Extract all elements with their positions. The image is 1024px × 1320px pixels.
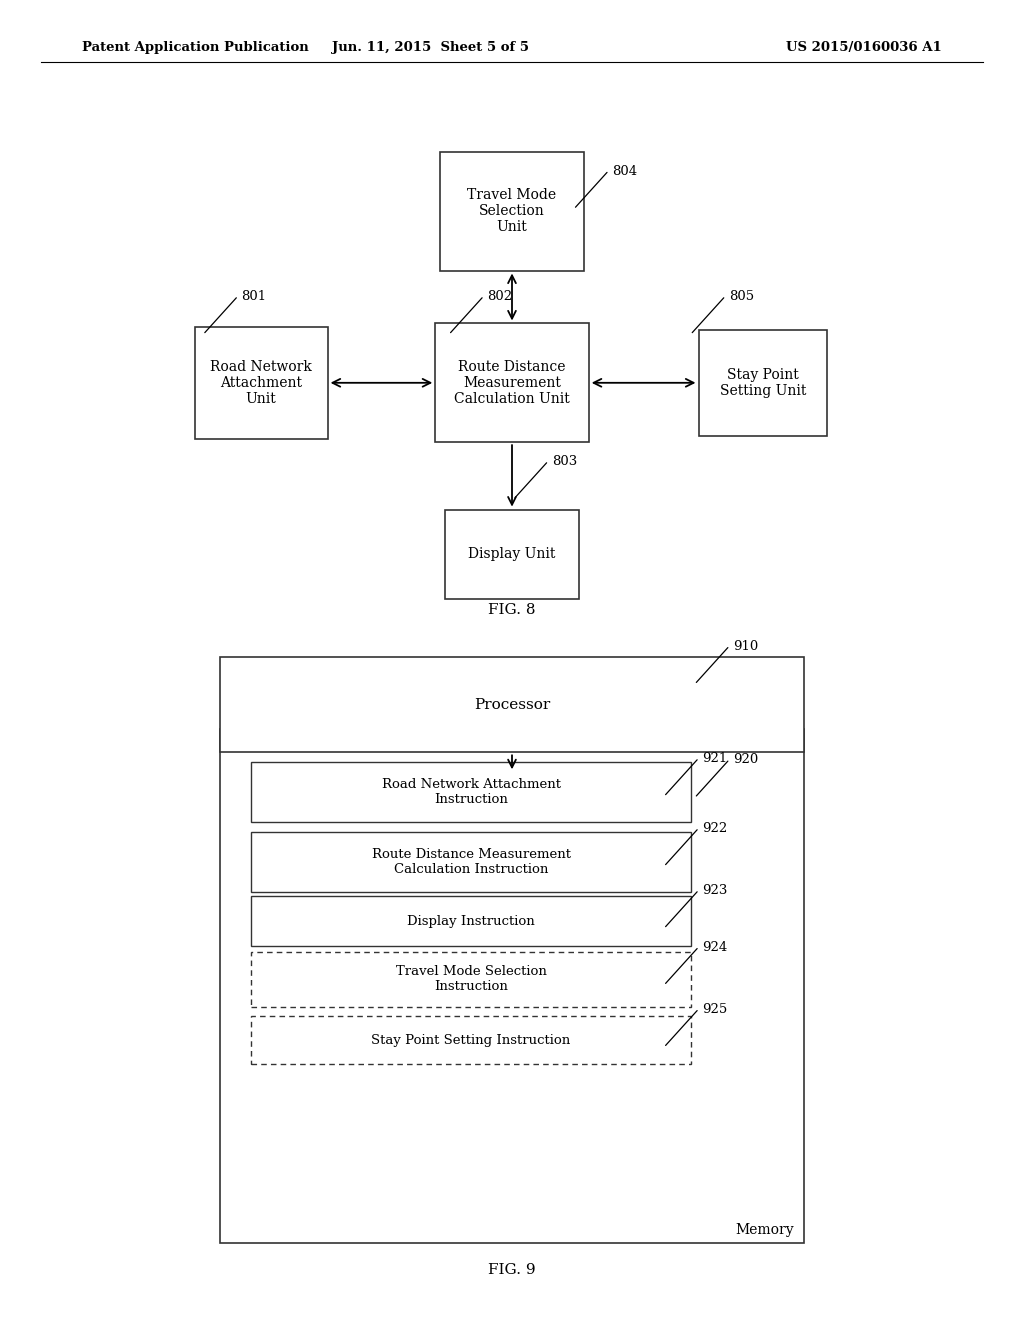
Text: Patent Application Publication: Patent Application Publication <box>82 41 308 54</box>
FancyBboxPatch shape <box>440 152 584 271</box>
Text: 922: 922 <box>702 822 727 836</box>
Text: FIG. 8: FIG. 8 <box>488 603 536 616</box>
FancyBboxPatch shape <box>251 762 691 822</box>
Text: 925: 925 <box>702 1003 727 1016</box>
Text: FIG. 9: FIG. 9 <box>488 1263 536 1276</box>
Text: Route Distance
Measurement
Calculation Unit: Route Distance Measurement Calculation U… <box>454 359 570 407</box>
Text: Stay Point
Setting Unit: Stay Point Setting Unit <box>720 368 806 397</box>
FancyBboxPatch shape <box>251 952 691 1007</box>
FancyBboxPatch shape <box>195 327 328 438</box>
Text: Processor: Processor <box>474 698 550 711</box>
FancyBboxPatch shape <box>445 510 579 599</box>
Text: Travel Mode Selection
Instruction: Travel Mode Selection Instruction <box>395 965 547 994</box>
FancyBboxPatch shape <box>251 832 691 892</box>
Text: Stay Point Setting Instruction: Stay Point Setting Instruction <box>372 1034 570 1047</box>
Text: Road Network Attachment
Instruction: Road Network Attachment Instruction <box>382 777 560 807</box>
Text: 805: 805 <box>729 290 754 304</box>
FancyBboxPatch shape <box>251 1016 691 1064</box>
Text: Display Unit: Display Unit <box>468 548 556 561</box>
Text: 910: 910 <box>733 640 758 653</box>
Text: Jun. 11, 2015  Sheet 5 of 5: Jun. 11, 2015 Sheet 5 of 5 <box>332 41 528 54</box>
Text: Route Distance Measurement
Calculation Instruction: Route Distance Measurement Calculation I… <box>372 847 570 876</box>
Text: 804: 804 <box>612 165 637 178</box>
Text: Display Instruction: Display Instruction <box>408 915 535 928</box>
Text: 921: 921 <box>702 752 727 766</box>
Text: US 2015/0160036 A1: US 2015/0160036 A1 <box>786 41 942 54</box>
Text: Memory: Memory <box>735 1222 794 1237</box>
FancyBboxPatch shape <box>220 729 804 1243</box>
Text: 802: 802 <box>487 290 512 304</box>
Text: Travel Mode
Selection
Unit: Travel Mode Selection Unit <box>467 187 557 235</box>
Text: 923: 923 <box>702 884 728 898</box>
FancyBboxPatch shape <box>435 323 589 442</box>
FancyBboxPatch shape <box>698 330 827 436</box>
FancyBboxPatch shape <box>251 896 691 946</box>
Text: Road Network
Attachment
Unit: Road Network Attachment Unit <box>210 359 312 407</box>
FancyBboxPatch shape <box>220 657 804 752</box>
Text: 924: 924 <box>702 941 727 954</box>
Text: 801: 801 <box>242 290 266 304</box>
Text: 803: 803 <box>552 455 577 469</box>
Text: 920: 920 <box>733 754 758 767</box>
